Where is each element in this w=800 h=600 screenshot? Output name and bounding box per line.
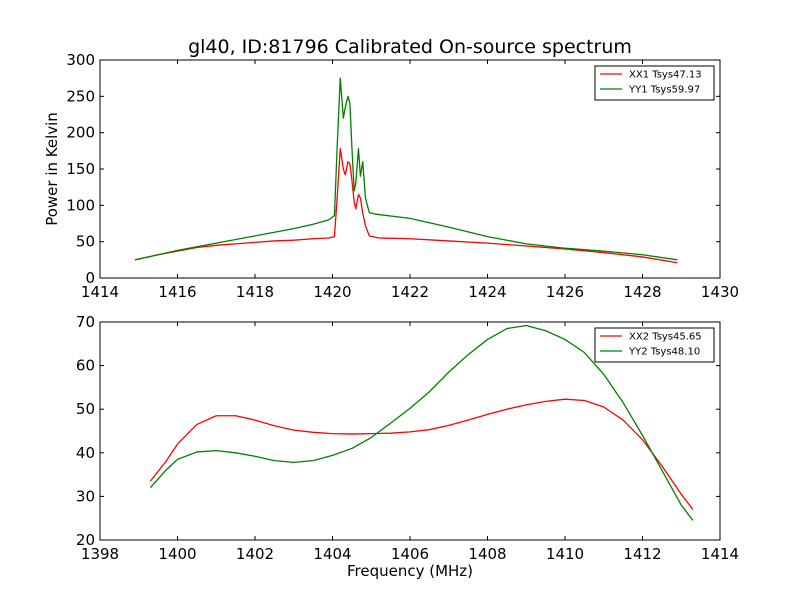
y-tick-label: 250 bbox=[66, 87, 95, 105]
y-tick-label: 100 bbox=[66, 196, 95, 214]
x-tick-label: 1430 bbox=[701, 283, 739, 301]
legend-label-2: YY1 Tsys59.97 bbox=[628, 85, 700, 96]
y-tick-label: 60 bbox=[76, 357, 95, 375]
x-tick-label: 1400 bbox=[158, 545, 196, 563]
y-tick-label: 50 bbox=[76, 233, 95, 251]
y-tick-label: 40 bbox=[76, 444, 95, 462]
legend-label-1: XX1 Tsys47.13 bbox=[629, 70, 702, 81]
series-line-1-2 bbox=[134, 77, 678, 261]
series-line-1-1 bbox=[134, 148, 678, 264]
x-tick-label: 1422 bbox=[391, 283, 429, 301]
chart-title: gl40, ID:81796 Calibrated On-source spec… bbox=[188, 36, 632, 58]
legend bbox=[594, 65, 715, 101]
x-tick-label: 1426 bbox=[546, 283, 584, 301]
x-tick-label: 1410 bbox=[546, 545, 584, 563]
x-tick-label: 1402 bbox=[236, 545, 274, 563]
series-line-2-1 bbox=[149, 398, 694, 510]
legend-label-1: XX2 Tsys45.65 bbox=[629, 332, 702, 343]
y-tick-label: 0 bbox=[85, 269, 95, 287]
x-tick-label: 1420 bbox=[313, 283, 351, 301]
x-tick-label: 1398 bbox=[81, 545, 119, 563]
y-tick-label: 70 bbox=[76, 313, 95, 331]
x-tick-label: 1404 bbox=[313, 545, 351, 563]
y-tick-label: 20 bbox=[76, 531, 95, 549]
legend-label-2: YY2 Tsys48.10 bbox=[628, 347, 700, 358]
series-line-2-2 bbox=[149, 324, 694, 521]
bottom-panel: 1398 1400 1402 1404 1406 1408 1410 1412 1414 20 30… bbox=[76, 313, 739, 563]
y-tick-label: 200 bbox=[66, 124, 95, 142]
y-tick-label: 300 bbox=[66, 51, 95, 69]
x-tick-label: 1406 bbox=[391, 545, 429, 563]
x-tick-label: 1424 bbox=[468, 283, 506, 301]
x-tick-label: 1414 bbox=[81, 283, 119, 301]
y-tick-label: 30 bbox=[76, 487, 95, 505]
legend bbox=[594, 327, 715, 363]
x-tick-label: 1418 bbox=[236, 283, 274, 301]
y-tick-label: 150 bbox=[66, 160, 95, 178]
x-tick-label: 1408 bbox=[468, 545, 506, 563]
x-tick-label: 1414 bbox=[701, 545, 739, 563]
y-axis-label: Power in Kelvin bbox=[43, 112, 61, 226]
top-panel: 1414 1416 1418 1420 1422 1424 1426 1428 1430 0 50 1… bbox=[66, 51, 739, 301]
x-tick-label: 1412 bbox=[623, 545, 661, 563]
x-tick-label: 1428 bbox=[623, 283, 661, 301]
x-axis-label: Frequency (MHz) bbox=[347, 562, 473, 580]
y-tick-label: 50 bbox=[76, 400, 95, 418]
x-tick-label: 1416 bbox=[158, 283, 196, 301]
